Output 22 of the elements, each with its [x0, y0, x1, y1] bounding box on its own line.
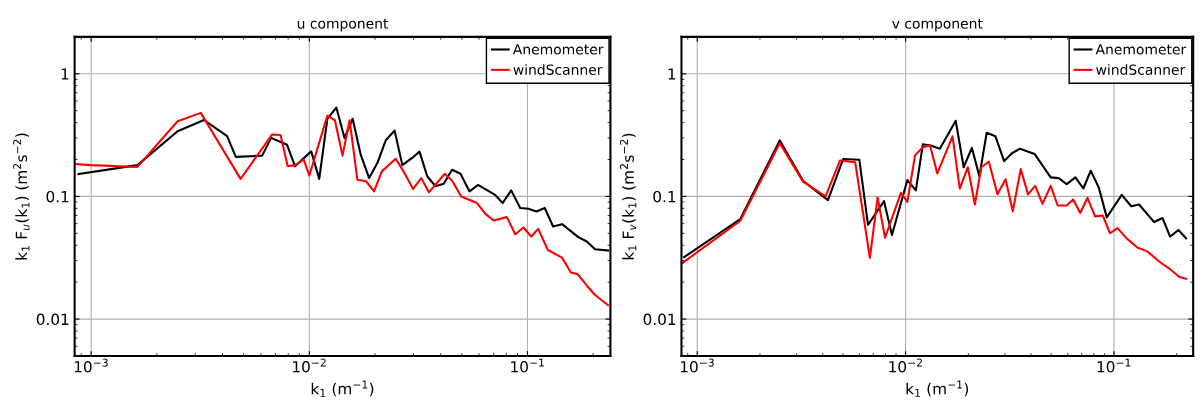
text: k$_{1}$ F$_{u}$(k$_{1}$) (m$^{2}$s$^{−2}$): [13, 133, 30, 260]
y-tick-label: 0.1: [46, 190, 69, 203]
x-axis-title: k$_{1}$ (m$^{−1}$): [311, 380, 374, 397]
y-tick-label: 0.01: [643, 313, 676, 326]
legend-label: windScanner: [513, 64, 603, 75]
x-tick-label: 10$^{−2}$: [889, 358, 922, 373]
x-tick-label: 10$^{−2}$: [293, 358, 326, 373]
x-tick-label: 10$^{−3}$: [680, 358, 714, 373]
legend-label: Anemometer: [512, 44, 604, 55]
legend-label: windScanner: [1096, 64, 1186, 75]
y-tick-label: 0.01: [36, 313, 69, 326]
y-tick-label: 1: [61, 68, 69, 80]
x-tick-label: 10$^{−1}$: [511, 358, 544, 373]
y-tick-label: 1: [668, 68, 676, 80]
text: k$_{1}$ F$_{v}$(k$_{1}$) (m$^{2}$s$^{−2}$): [619, 133, 637, 260]
chart-title: u component: [297, 18, 389, 32]
x-axis-title: k$_{1}$ (m$^{−1}$): [906, 380, 969, 397]
legend-label: Anemometer: [1095, 44, 1187, 55]
y-tick-label: 0.1: [653, 190, 676, 203]
x-tick-label: 10$^{−3}$: [74, 358, 108, 373]
chart-title: v component: [892, 18, 983, 32]
x-tick-label: 10$^{−1}$: [1097, 358, 1131, 373]
